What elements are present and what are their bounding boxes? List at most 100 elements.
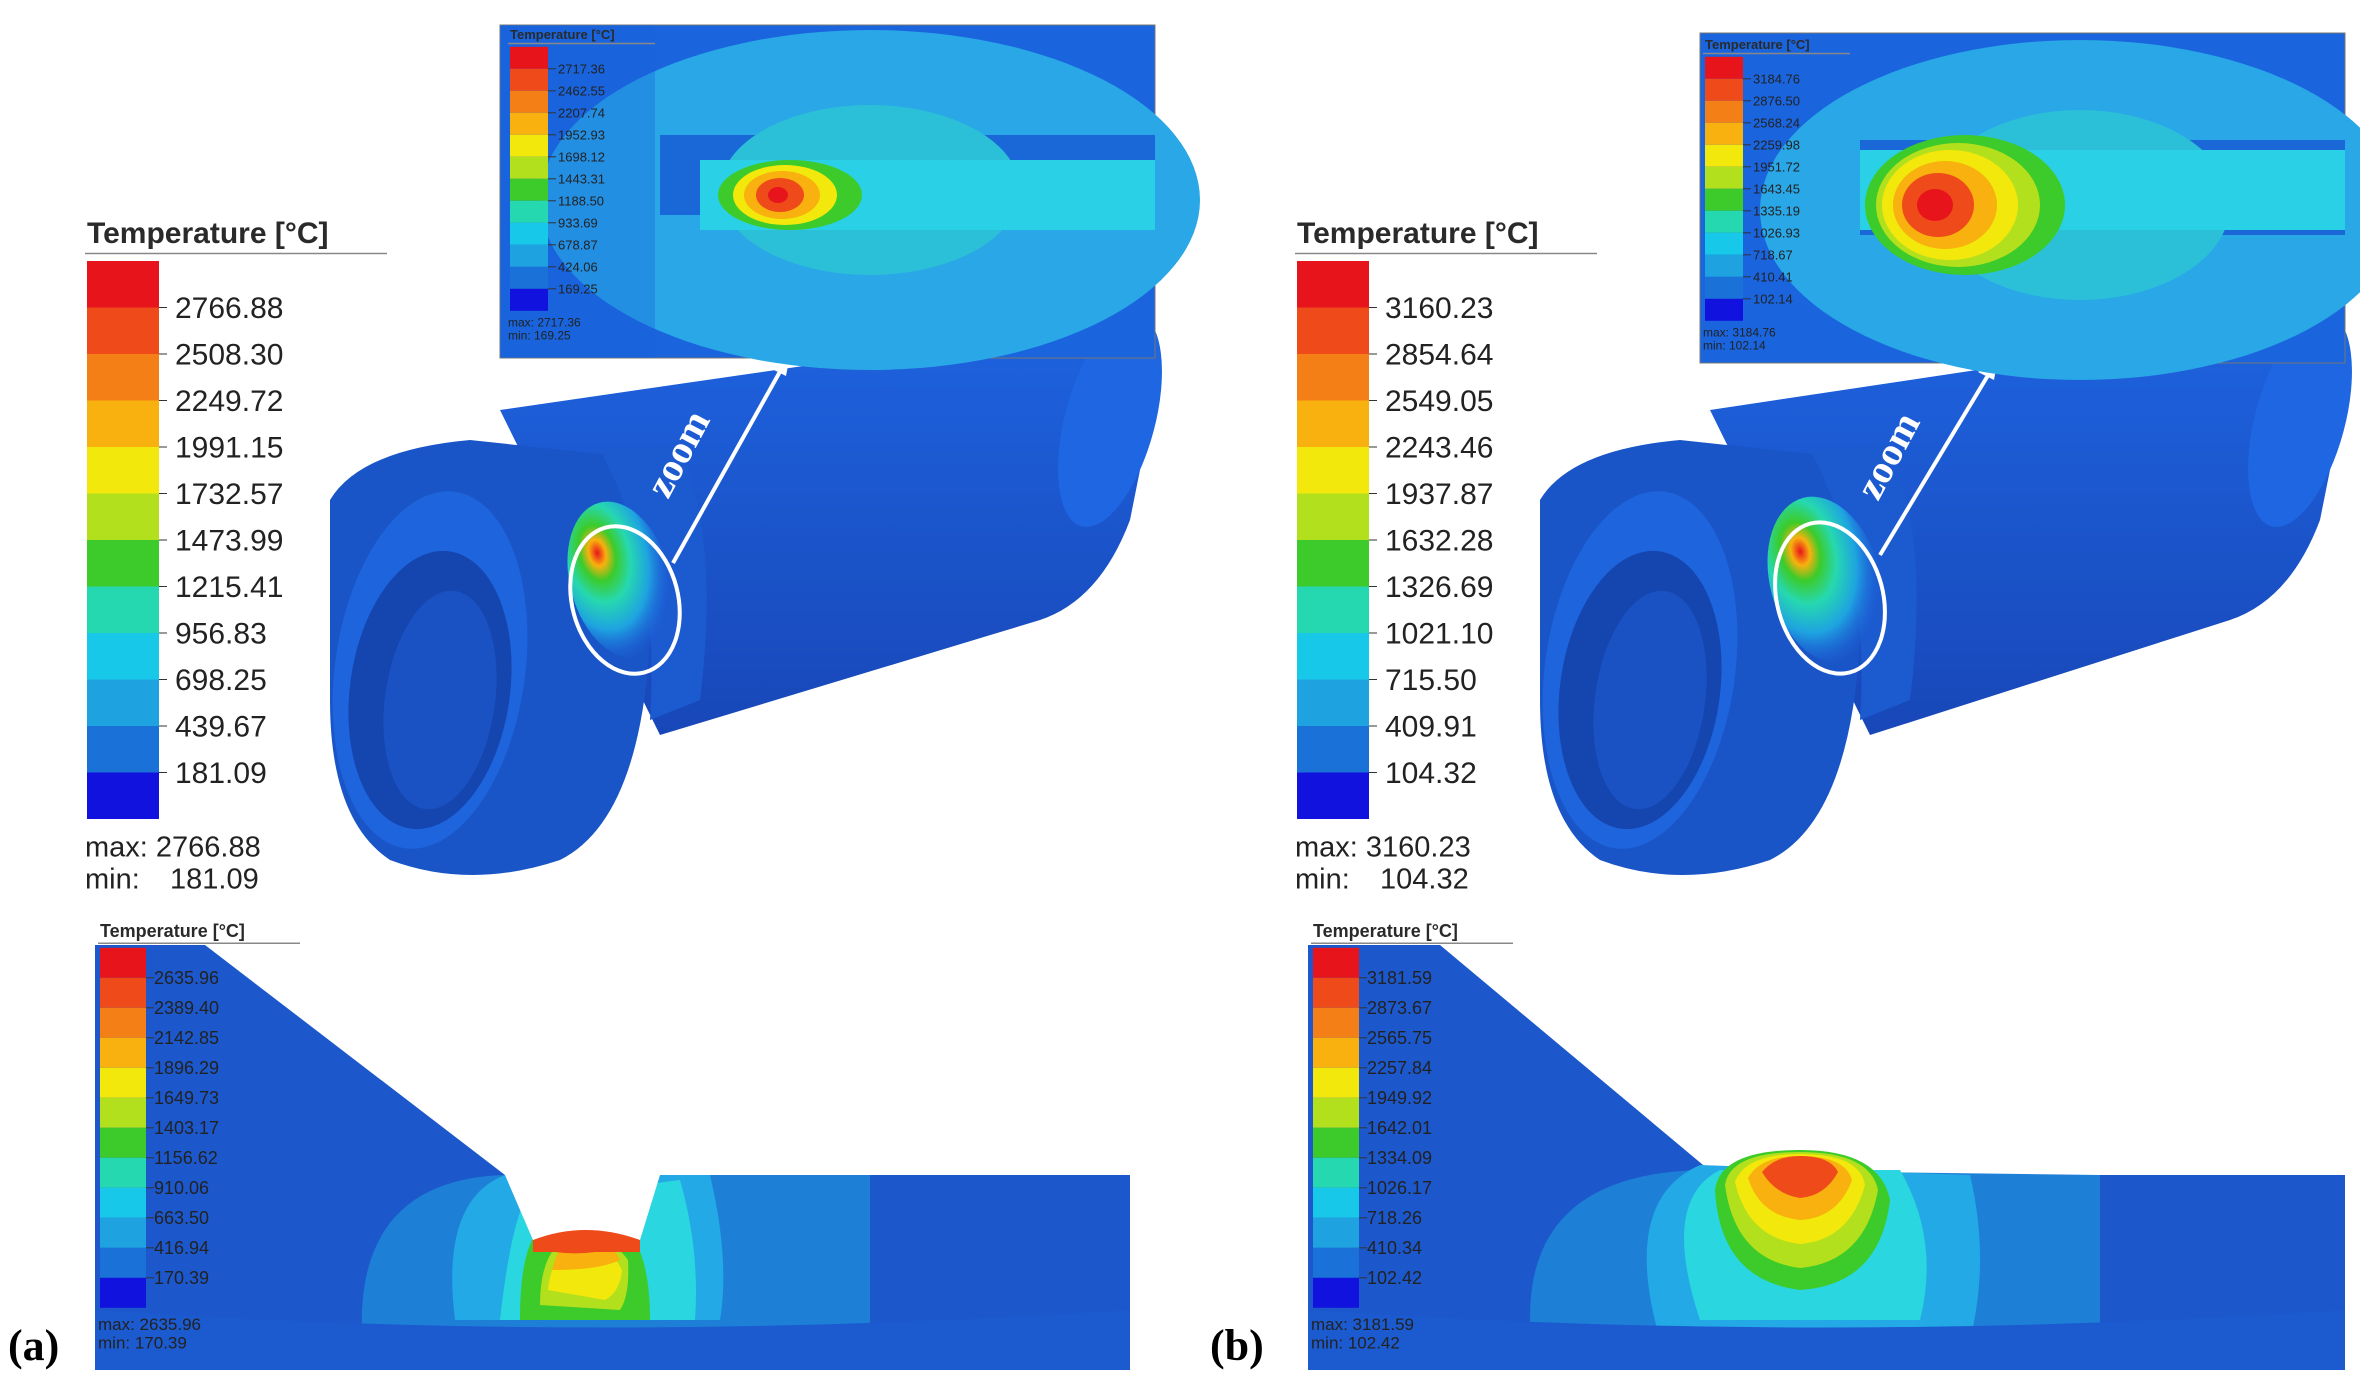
legend-min-value: 104.32 bbox=[1380, 864, 1469, 896]
legend-color-swatch bbox=[100, 977, 146, 1008]
legend-color-swatch bbox=[87, 400, 159, 447]
legend-color-swatch bbox=[1705, 56, 1743, 79]
legend-color-swatch bbox=[1313, 1217, 1359, 1248]
legend-color-swatch bbox=[87, 307, 159, 354]
legend-max: max: 3181.59 bbox=[1311, 1315, 1414, 1334]
panel-b: zoom Temperature [°C]3184.762876.502568.… bbox=[1210, 32, 2360, 1370]
legend-color-swatch bbox=[1297, 772, 1369, 819]
legend-color-swatch bbox=[100, 1007, 146, 1038]
legend-value: 956.83 bbox=[175, 618, 267, 651]
legend-min-label: min: bbox=[1295, 864, 1350, 896]
panel-label: (a) bbox=[8, 1321, 59, 1370]
legend-value: 1326.69 bbox=[1385, 571, 1493, 604]
legend-value: 181.09 bbox=[175, 757, 267, 790]
weld-cross-section bbox=[95, 945, 1130, 1370]
legend-color-swatch bbox=[510, 156, 548, 179]
zoom-arrow bbox=[671, 367, 784, 564]
legend-value: 410.34 bbox=[1367, 1238, 1422, 1258]
legend-color-swatch bbox=[1705, 276, 1743, 299]
legend-color-swatch bbox=[510, 46, 548, 69]
legend-value: 170.39 bbox=[154, 1268, 209, 1288]
legend-color-swatch bbox=[1297, 586, 1369, 633]
legend-value: 1632.28 bbox=[1385, 525, 1493, 558]
legend-value: 416.94 bbox=[154, 1238, 209, 1258]
legend-color-swatch bbox=[100, 1097, 146, 1128]
legend-value: 933.69 bbox=[558, 215, 598, 230]
zoom-inset bbox=[499, 24, 1200, 370]
legend-value: 2854.64 bbox=[1385, 339, 1493, 372]
legend-color-swatch bbox=[100, 947, 146, 978]
legend-color-swatch bbox=[100, 1247, 146, 1278]
legend-color-swatch bbox=[510, 68, 548, 91]
legend-color-swatch bbox=[1297, 307, 1369, 354]
legend-color-swatch bbox=[100, 1217, 146, 1248]
zoom-arrow bbox=[1878, 370, 1992, 557]
legend-value: 1896.29 bbox=[154, 1058, 219, 1078]
legend-value: 1215.41 bbox=[175, 571, 283, 604]
section-legend: Temperature [°C] 2635.96 2389.40 2142.85 189… bbox=[98, 921, 300, 1353]
legend-title: Temperature [°C] bbox=[87, 217, 328, 250]
legend-color-swatch bbox=[1705, 232, 1743, 255]
legend-value: 410.41 bbox=[1753, 269, 1793, 284]
legend-value: 718.26 bbox=[1367, 1208, 1422, 1228]
legend-value: 1443.31 bbox=[558, 171, 605, 186]
legend-value: 698.25 bbox=[175, 664, 267, 697]
legend-value: 1642.01 bbox=[1367, 1118, 1432, 1138]
legend-color-swatch bbox=[87, 679, 159, 726]
legend-min: min: 102.42 bbox=[1311, 1334, 1400, 1353]
legend-value: 2565.75 bbox=[1367, 1028, 1432, 1048]
legend-value: 1026.17 bbox=[1367, 1178, 1432, 1198]
legend-value: 1698.12 bbox=[558, 149, 605, 164]
legend-value: 409.91 bbox=[1385, 711, 1477, 744]
legend-value: 1732.57 bbox=[175, 478, 283, 511]
zoom-region-ellipse bbox=[568, 524, 682, 676]
legend-color-swatch bbox=[510, 112, 548, 135]
legend-value: 3184.76 bbox=[1753, 71, 1800, 86]
legend-title: Temperature [°C] bbox=[1297, 217, 1538, 250]
legend-color-swatch bbox=[87, 586, 159, 633]
legend-color-swatch bbox=[1297, 493, 1369, 540]
legend-value: 2568.24 bbox=[1753, 115, 1800, 130]
legend-min: min: 102.14 bbox=[1703, 339, 1766, 353]
legend-value: 2207.74 bbox=[558, 105, 605, 120]
legend-value: 2257.84 bbox=[1367, 1058, 1432, 1078]
legend-color-swatch bbox=[510, 244, 548, 267]
zoom-inset bbox=[1699, 32, 2360, 380]
legend-color-swatch bbox=[1313, 1037, 1359, 1068]
legend-color-swatch bbox=[87, 261, 159, 308]
legend-color-swatch bbox=[1297, 633, 1369, 680]
legend-color-swatch bbox=[1705, 78, 1743, 101]
legend-value: 2549.05 bbox=[1385, 385, 1493, 418]
legend-value: 1403.17 bbox=[154, 1118, 219, 1138]
legend-color-swatch bbox=[100, 1157, 146, 1188]
legend-color-swatch bbox=[1297, 540, 1369, 587]
legend-value: 1156.62 bbox=[154, 1148, 218, 1168]
legend-value: 1188.50 bbox=[558, 193, 604, 208]
legend-value: 1951.72 bbox=[1753, 159, 1800, 174]
weld-cross-section bbox=[1308, 945, 2345, 1370]
legend-color-swatch bbox=[510, 222, 548, 245]
legend-color-swatch bbox=[87, 493, 159, 540]
legend-color-swatch bbox=[100, 1127, 146, 1158]
legend-title: Temperature [°C] bbox=[1313, 921, 1458, 941]
legend-value: 169.25 bbox=[558, 281, 598, 296]
legend-value: 1649.73 bbox=[154, 1088, 219, 1108]
legend-value: 663.50 bbox=[154, 1208, 209, 1228]
legend-value: 910.06 bbox=[154, 1178, 209, 1198]
legend-min: min: 169.25 bbox=[508, 329, 571, 343]
legend-max: max: 2635.96 bbox=[98, 1315, 201, 1334]
legend-color-swatch bbox=[1313, 1007, 1359, 1038]
legend-color-swatch bbox=[1313, 1097, 1359, 1128]
legend-value: 2508.30 bbox=[175, 339, 283, 372]
legend-color-swatch bbox=[1705, 100, 1743, 123]
legend-color-swatch bbox=[1705, 254, 1743, 277]
legend-value: 3160.23 bbox=[1385, 292, 1493, 325]
legend-color-swatch bbox=[100, 1187, 146, 1218]
legend-color-swatch bbox=[87, 772, 159, 819]
legend-color-swatch bbox=[1705, 210, 1743, 233]
legend-color-swatch bbox=[1297, 261, 1369, 308]
legend-color-swatch bbox=[100, 1067, 146, 1098]
legend-value: 104.32 bbox=[1385, 757, 1477, 790]
legend-value: 1334.09 bbox=[1367, 1148, 1432, 1168]
